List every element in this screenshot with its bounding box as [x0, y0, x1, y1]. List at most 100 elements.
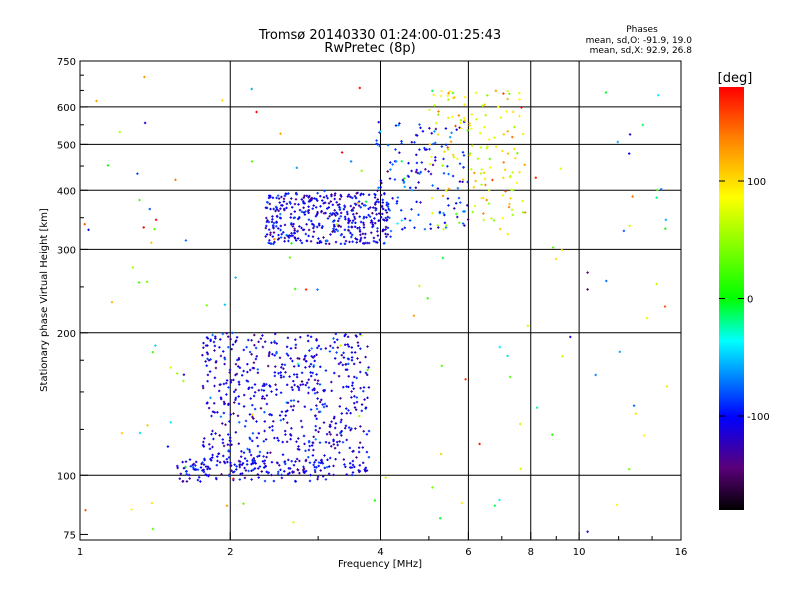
- data-point: [346, 335, 350, 338]
- data-point: [277, 197, 281, 200]
- data-point: [219, 415, 223, 418]
- data-point: [264, 438, 268, 441]
- data-point: [316, 192, 319, 195]
- data-point: [447, 172, 450, 176]
- data-point: [208, 443, 211, 446]
- data-point: [229, 338, 232, 341]
- data-point: [367, 207, 370, 210]
- data-point: [350, 225, 353, 229]
- data-point: [269, 451, 272, 454]
- data-point: [235, 339, 238, 342]
- data-point: [375, 207, 378, 210]
- data-point: [293, 383, 296, 387]
- data-point: [243, 393, 246, 397]
- data-point: [269, 233, 272, 236]
- data-point: [143, 121, 147, 125]
- data-point: [218, 346, 221, 349]
- data-point: [283, 460, 287, 463]
- data-point: [339, 225, 342, 228]
- data-point: [348, 426, 351, 429]
- data-point: [270, 413, 273, 417]
- data-point: [285, 345, 289, 348]
- data-point: [256, 444, 260, 448]
- data-point: [255, 436, 259, 439]
- data-point: [664, 218, 668, 221]
- data-point: [110, 301, 114, 304]
- data-point: [324, 242, 328, 245]
- data-point: [349, 429, 352, 432]
- data-point: [307, 448, 311, 452]
- data-point: [508, 375, 512, 379]
- data-point: [388, 209, 391, 212]
- data-point: [247, 469, 250, 473]
- data-point: [225, 458, 229, 461]
- data-point: [445, 224, 448, 227]
- data-point: [256, 473, 259, 476]
- data-point: [277, 439, 280, 442]
- data-point: [290, 242, 293, 245]
- data-point: [523, 163, 526, 166]
- data-point: [248, 413, 252, 416]
- data-point: [287, 458, 290, 462]
- data-point: [265, 470, 268, 473]
- data-point: [356, 227, 359, 230]
- data-point: [417, 181, 420, 184]
- data-point: [249, 453, 253, 457]
- data-point: [219, 354, 223, 358]
- data-point: [486, 145, 489, 148]
- data-point: [275, 352, 278, 355]
- data-point: [461, 222, 465, 225]
- data-point: [294, 237, 297, 240]
- data-point: [278, 356, 282, 359]
- data-point: [339, 242, 343, 245]
- data-point: [219, 338, 222, 341]
- data-point: [378, 238, 381, 242]
- data-point: [463, 224, 466, 227]
- x-tick-label: 4: [377, 547, 383, 558]
- data-point: [328, 242, 331, 245]
- data-point: [209, 396, 212, 399]
- data-point: [279, 224, 282, 228]
- data-point: [131, 266, 135, 269]
- data-point: [229, 439, 232, 443]
- data-point: [522, 132, 525, 136]
- data-point: [229, 464, 233, 467]
- data-point: [447, 98, 450, 101]
- data-point: [282, 197, 286, 200]
- data-point: [290, 197, 293, 200]
- data-point: [444, 143, 448, 146]
- data-point: [211, 410, 215, 413]
- data-point: [367, 456, 371, 459]
- data-point: [363, 215, 366, 219]
- data-point: [347, 221, 350, 225]
- data-point: [303, 213, 307, 216]
- data-point: [349, 412, 352, 415]
- data-point: [315, 373, 318, 376]
- data-point: [440, 89, 443, 93]
- data-point: [339, 234, 343, 237]
- data-point: [325, 239, 328, 242]
- data-point: [279, 371, 282, 374]
- data-point: [240, 455, 243, 458]
- data-point: [458, 221, 461, 224]
- data-point: [428, 143, 432, 146]
- data-point: [355, 238, 359, 241]
- data-point: [309, 363, 313, 366]
- data-point: [371, 225, 374, 229]
- data-point: [430, 132, 433, 135]
- data-point: [310, 197, 313, 200]
- data-point: [326, 458, 329, 461]
- data-point: [403, 185, 406, 188]
- data-point: [346, 195, 349, 198]
- data-point: [437, 113, 440, 116]
- data-point: [227, 402, 230, 405]
- data-point: [313, 378, 317, 382]
- data-point: [287, 192, 290, 195]
- data-point: [284, 433, 287, 436]
- data-point: [262, 455, 265, 458]
- data-point: [242, 369, 245, 373]
- data-point: [345, 407, 348, 410]
- data-point: [384, 476, 387, 479]
- data-point: [415, 200, 418, 203]
- data-point: [347, 375, 350, 378]
